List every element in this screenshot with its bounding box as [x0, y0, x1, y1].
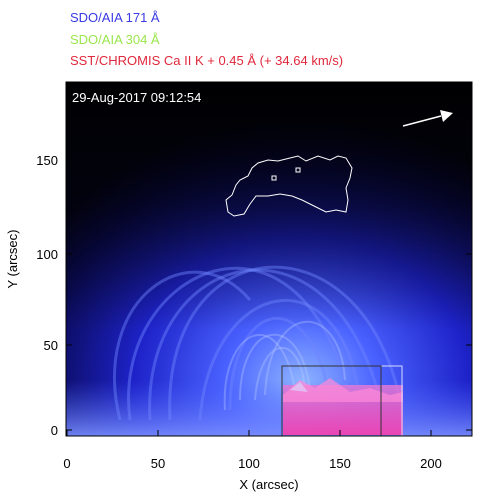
x-tick-label: 100: [238, 456, 260, 471]
direction-arrow-icon: [402, 110, 453, 127]
timestamp: 29-Aug-2017 09:12:54: [72, 90, 201, 105]
x-axis-label: X (arcsec): [239, 477, 298, 492]
x-tick-label: 200: [420, 456, 442, 471]
plot-frame: [65, 81, 473, 437]
legend-chromis: SST/CHROMIS Ca II K + 0.45 Å (+ 34.64 km…: [70, 53, 344, 68]
y-tick-label: 150: [36, 153, 58, 168]
x-tick-label: 150: [329, 456, 351, 471]
x-tick-label: 50: [151, 456, 165, 471]
y-tick-label: 0: [51, 423, 58, 438]
y-axis-label: Y (arcsec): [5, 230, 20, 289]
y-tick-label: 100: [36, 247, 58, 262]
solar-loops-image: [66, 82, 472, 436]
x-tick-label: 0: [63, 456, 70, 471]
legend-aia171: SDO/AIA 171 Å: [70, 10, 160, 25]
legend-aia304: SDO/AIA 304 Å: [70, 32, 160, 47]
y-tick-label: 50: [44, 338, 58, 353]
